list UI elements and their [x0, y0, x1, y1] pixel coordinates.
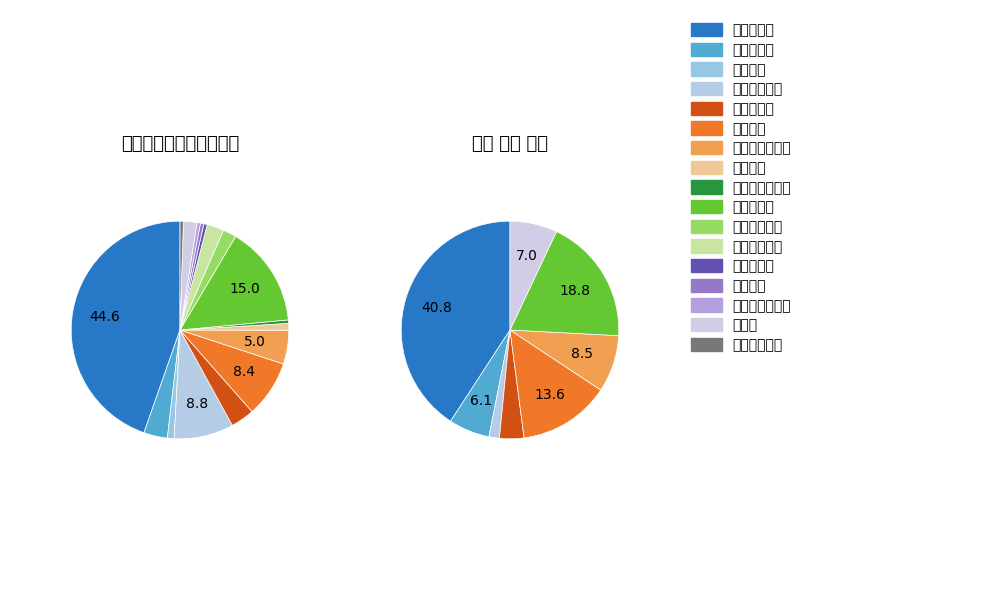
Wedge shape [180, 221, 197, 330]
Wedge shape [167, 330, 180, 439]
Wedge shape [401, 221, 510, 421]
Wedge shape [180, 230, 236, 330]
Text: 8.8: 8.8 [186, 397, 208, 411]
Text: 15.0: 15.0 [229, 283, 260, 296]
Wedge shape [510, 330, 619, 390]
Wedge shape [180, 223, 200, 330]
Wedge shape [510, 221, 556, 330]
Text: 7.0: 7.0 [516, 248, 538, 263]
Wedge shape [144, 330, 180, 438]
Title: パ・リーグ全プレイヤー: パ・リーグ全プレイヤー [121, 135, 239, 153]
Wedge shape [180, 224, 223, 330]
Title: 若林 楽人 選手: 若林 楽人 選手 [472, 135, 548, 153]
Wedge shape [180, 320, 289, 330]
Text: 5.0: 5.0 [244, 335, 266, 349]
Wedge shape [510, 232, 619, 335]
Wedge shape [174, 330, 232, 439]
Wedge shape [180, 330, 252, 425]
Wedge shape [180, 323, 289, 330]
Wedge shape [499, 330, 524, 439]
Wedge shape [180, 224, 207, 330]
Wedge shape [180, 330, 283, 412]
Text: 18.8: 18.8 [560, 284, 591, 298]
Text: 6.1: 6.1 [470, 394, 492, 407]
Wedge shape [489, 330, 510, 438]
Text: 40.8: 40.8 [422, 301, 452, 316]
Wedge shape [71, 221, 180, 433]
Text: 8.5: 8.5 [571, 347, 593, 361]
Text: 44.6: 44.6 [90, 310, 120, 324]
Text: 8.4: 8.4 [233, 365, 255, 379]
Wedge shape [451, 330, 510, 437]
Wedge shape [510, 330, 601, 438]
Wedge shape [180, 236, 288, 330]
Wedge shape [180, 223, 204, 330]
Legend: ストレート, ツーシーム, シュート, カットボール, スプリット, フォーク, チェンジアップ, シンカー, 高速スライダー, スライダー, 縦スライダー, : ストレート, ツーシーム, シュート, カットボール, スプリット, フォーク,… [687, 19, 796, 356]
Wedge shape [180, 221, 183, 330]
Text: 13.6: 13.6 [535, 388, 566, 401]
Wedge shape [180, 330, 289, 364]
